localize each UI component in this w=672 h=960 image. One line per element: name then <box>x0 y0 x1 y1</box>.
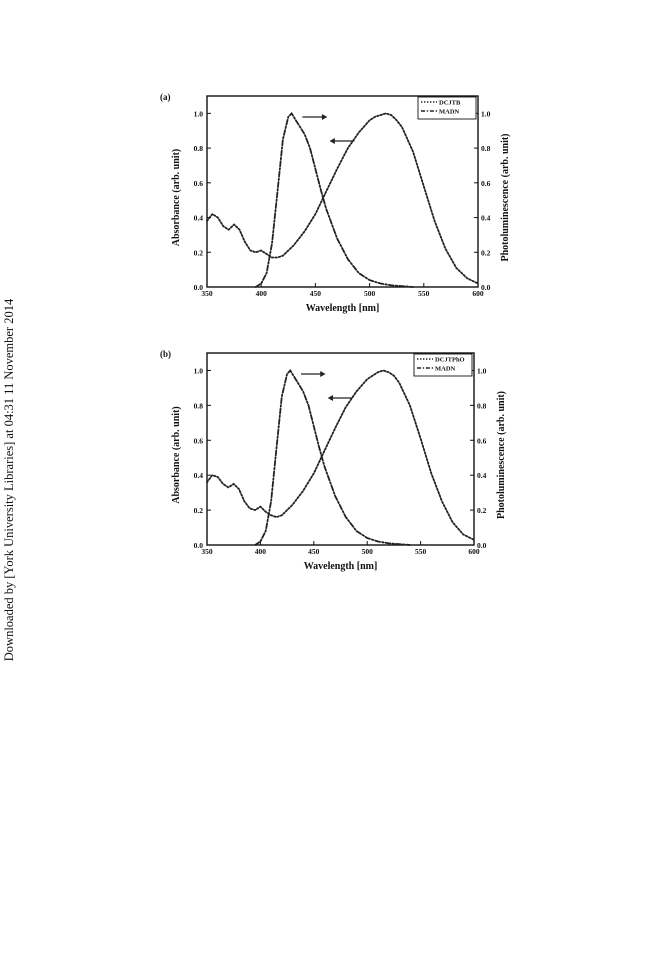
y-left-axis-title-b: Absorbance (arb. unit) <box>171 406 182 504</box>
y-right-tick-label: 0.6 <box>481 179 491 188</box>
y-right-tick-label: 0.2 <box>477 506 487 515</box>
x-tick-label: 600 <box>468 547 480 556</box>
series-line-b-0 <box>206 369 475 541</box>
y-left-tick-label: 0.8 <box>194 401 204 410</box>
legend-entry-b-0: DCJTPhO <box>435 357 465 364</box>
y-left-tick-label: 1.0 <box>194 109 204 118</box>
x-tick-label: 500 <box>362 547 374 556</box>
x-tick-label: 450 <box>308 547 320 556</box>
y-right-tick-label: 0.8 <box>477 401 487 410</box>
legend-entry-a-1: MADN <box>439 109 460 116</box>
y-left-tick-label: 0.2 <box>194 506 204 515</box>
y-right-axis-title-a: Photoluminescence (arb. unit) <box>500 133 511 261</box>
panel-label-a: (a) <box>160 92 171 102</box>
y-right-tick-label: 0.0 <box>481 283 491 292</box>
x-tick-label: 400 <box>256 289 268 298</box>
arrow-left-head-b <box>327 395 334 401</box>
arrow-right-head-b <box>320 371 326 377</box>
plot-frame-a <box>206 95 479 288</box>
y-right-tick-label: 1.0 <box>481 109 491 118</box>
x-axis-title-b: Wavelength [nm] <box>304 561 378 572</box>
y-left-tick-label: 0.0 <box>194 541 204 550</box>
series-line-a-1 <box>254 111 414 288</box>
x-tick-label: 500 <box>364 289 376 298</box>
y-right-tick-label: 0.4 <box>481 214 491 223</box>
legend-entry-a-0: DCJTB <box>439 100 461 107</box>
legend-box-b <box>413 353 473 377</box>
panel-label-b: (b) <box>160 349 171 359</box>
y-right-tick-label: 0.0 <box>477 541 487 550</box>
y-left-tick-label: 0.2 <box>194 248 204 257</box>
x-tick-label: 350 <box>201 547 213 556</box>
series-line-b-1 <box>254 369 411 546</box>
x-tick-label: 450 <box>310 289 322 298</box>
y-left-tick-label: 0.8 <box>194 144 204 153</box>
x-tick-label: 350 <box>201 289 213 298</box>
arrow-left-head-a <box>329 138 335 144</box>
series-line-a-0 <box>206 112 479 285</box>
x-tick-label: 600 <box>472 289 484 298</box>
y-left-axis-title-a: Absorbance (arb. unit) <box>171 149 182 247</box>
plot-frame-b <box>206 352 475 546</box>
y-left-tick-label: 1.0 <box>194 366 204 375</box>
y-right-tick-label: 0.8 <box>481 144 491 153</box>
x-axis-title-a: Wavelength [nm] <box>306 303 380 314</box>
y-left-tick-label: 0.6 <box>194 436 204 445</box>
y-left-tick-label: 0.0 <box>194 283 204 292</box>
legend-box-a <box>417 96 477 120</box>
y-right-tick-label: 1.0 <box>477 366 487 375</box>
y-left-tick-label: 0.4 <box>194 471 204 480</box>
y-right-tick-label: 0.4 <box>477 471 487 480</box>
arrow-right-head-a <box>321 114 328 120</box>
x-tick-label: 550 <box>418 289 430 298</box>
y-right-tick-label: 0.2 <box>481 248 491 257</box>
x-tick-label: 400 <box>255 547 267 556</box>
x-tick-label: 550 <box>415 547 427 556</box>
y-right-tick-label: 0.6 <box>477 436 487 445</box>
y-left-tick-label: 0.4 <box>194 214 204 223</box>
legend-entry-b-1: MADN <box>435 366 456 373</box>
y-left-tick-label: 0.6 <box>194 179 204 188</box>
y-right-axis-title-b: Photoluminescence (arb. unit) <box>496 391 507 519</box>
